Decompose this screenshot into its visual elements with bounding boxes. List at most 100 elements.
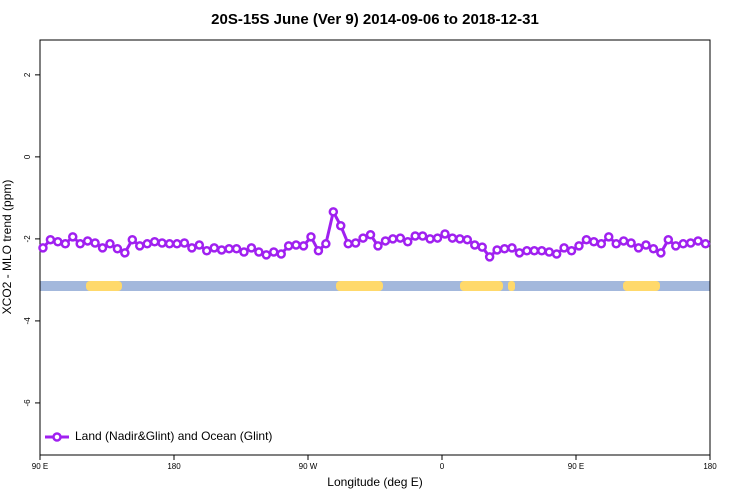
data-point	[283, 241, 294, 251]
data-point	[269, 247, 279, 257]
data-point	[425, 234, 435, 244]
data-point	[440, 229, 450, 239]
data-point	[306, 232, 316, 242]
data-point	[417, 231, 428, 241]
y-tick-label: 2	[23, 72, 32, 77]
y-tick-label: -4	[23, 317, 32, 325]
data-point	[82, 236, 93, 246]
y-tick-label: 0	[23, 154, 32, 159]
x-tick-label: 0	[440, 462, 445, 471]
data-point	[388, 234, 398, 244]
data-point	[246, 243, 257, 253]
data-point	[432, 233, 443, 243]
data-point	[373, 241, 383, 251]
x-tick-label: 90 W	[299, 462, 318, 471]
legend-swatch-marker	[52, 432, 62, 442]
data-point	[202, 246, 212, 256]
data-point	[566, 246, 577, 256]
data-point	[291, 240, 301, 250]
data-point	[216, 245, 227, 255]
data-point	[276, 249, 286, 259]
data-point	[403, 237, 413, 247]
data-point	[97, 243, 108, 253]
data-point	[209, 243, 219, 253]
data-point	[626, 238, 636, 248]
data-point	[298, 241, 309, 251]
data-point	[135, 241, 145, 251]
data-point	[60, 239, 71, 249]
data-point	[38, 243, 48, 253]
data-point	[45, 234, 56, 245]
data-point	[231, 243, 242, 254]
data-point	[484, 252, 495, 262]
x-axis-label: Longitude (deg E)	[327, 475, 422, 489]
data-point	[321, 239, 331, 249]
data-point	[395, 233, 406, 243]
data-point	[671, 241, 681, 251]
data-point	[328, 207, 339, 217]
data-point	[574, 241, 584, 251]
data-point	[537, 246, 547, 256]
x-tick-label: 90 E	[32, 462, 48, 471]
data-point	[507, 243, 517, 253]
data-point	[559, 243, 569, 253]
data-point	[604, 232, 614, 242]
data-point	[350, 238, 361, 248]
data-point	[239, 247, 249, 257]
data-point	[492, 245, 502, 255]
data-point	[343, 239, 353, 249]
data-point	[685, 238, 696, 248]
data-point	[447, 233, 458, 243]
data-point	[589, 237, 599, 247]
data-point	[663, 234, 674, 245]
y-axis-label: XCO2 - MLO trend (ppm)	[0, 180, 14, 315]
data-point	[68, 232, 78, 242]
data-point	[365, 230, 376, 240]
land-band	[86, 281, 122, 291]
data-point	[179, 238, 190, 248]
data-point	[410, 231, 420, 241]
land-band	[623, 281, 660, 291]
data-point	[641, 240, 651, 250]
data-point	[596, 239, 607, 249]
data-point	[105, 239, 115, 249]
data-point	[477, 242, 487, 252]
data-point	[90, 238, 100, 248]
land-band	[460, 281, 503, 291]
land-band	[336, 281, 383, 291]
data-point	[149, 237, 160, 247]
land-band	[508, 281, 515, 291]
y-tick-label: -2	[23, 235, 32, 243]
data-point	[700, 239, 711, 249]
y-tick-label: -6	[23, 399, 32, 407]
data-point	[648, 243, 659, 254]
chart-title: 20S-15S June (Ver 9) 2014-09-06 to 2018-…	[211, 11, 539, 28]
data-point	[112, 243, 123, 254]
data-point	[455, 234, 465, 244]
data-point	[544, 247, 554, 257]
data-point	[581, 234, 592, 245]
data-point	[75, 239, 85, 249]
data-point	[254, 247, 264, 257]
data-point	[336, 221, 346, 231]
data-point	[187, 243, 197, 253]
data-point	[656, 248, 666, 258]
data-point	[194, 240, 205, 250]
data-point	[380, 236, 391, 246]
land-ocean-strip	[40, 281, 710, 291]
data-point	[172, 239, 182, 249]
data-point	[142, 239, 152, 249]
data-point	[633, 243, 644, 253]
data-point	[618, 236, 629, 246]
data-point	[499, 243, 510, 254]
data-point	[120, 248, 130, 258]
x-tick-label: 90 E	[568, 462, 584, 471]
data-point	[127, 234, 138, 245]
data-point	[522, 246, 532, 256]
data-point	[514, 248, 525, 258]
data-point	[462, 234, 473, 245]
data-point	[157, 238, 167, 248]
data-point	[551, 249, 562, 259]
data-point	[678, 239, 688, 249]
data-point	[470, 240, 480, 250]
